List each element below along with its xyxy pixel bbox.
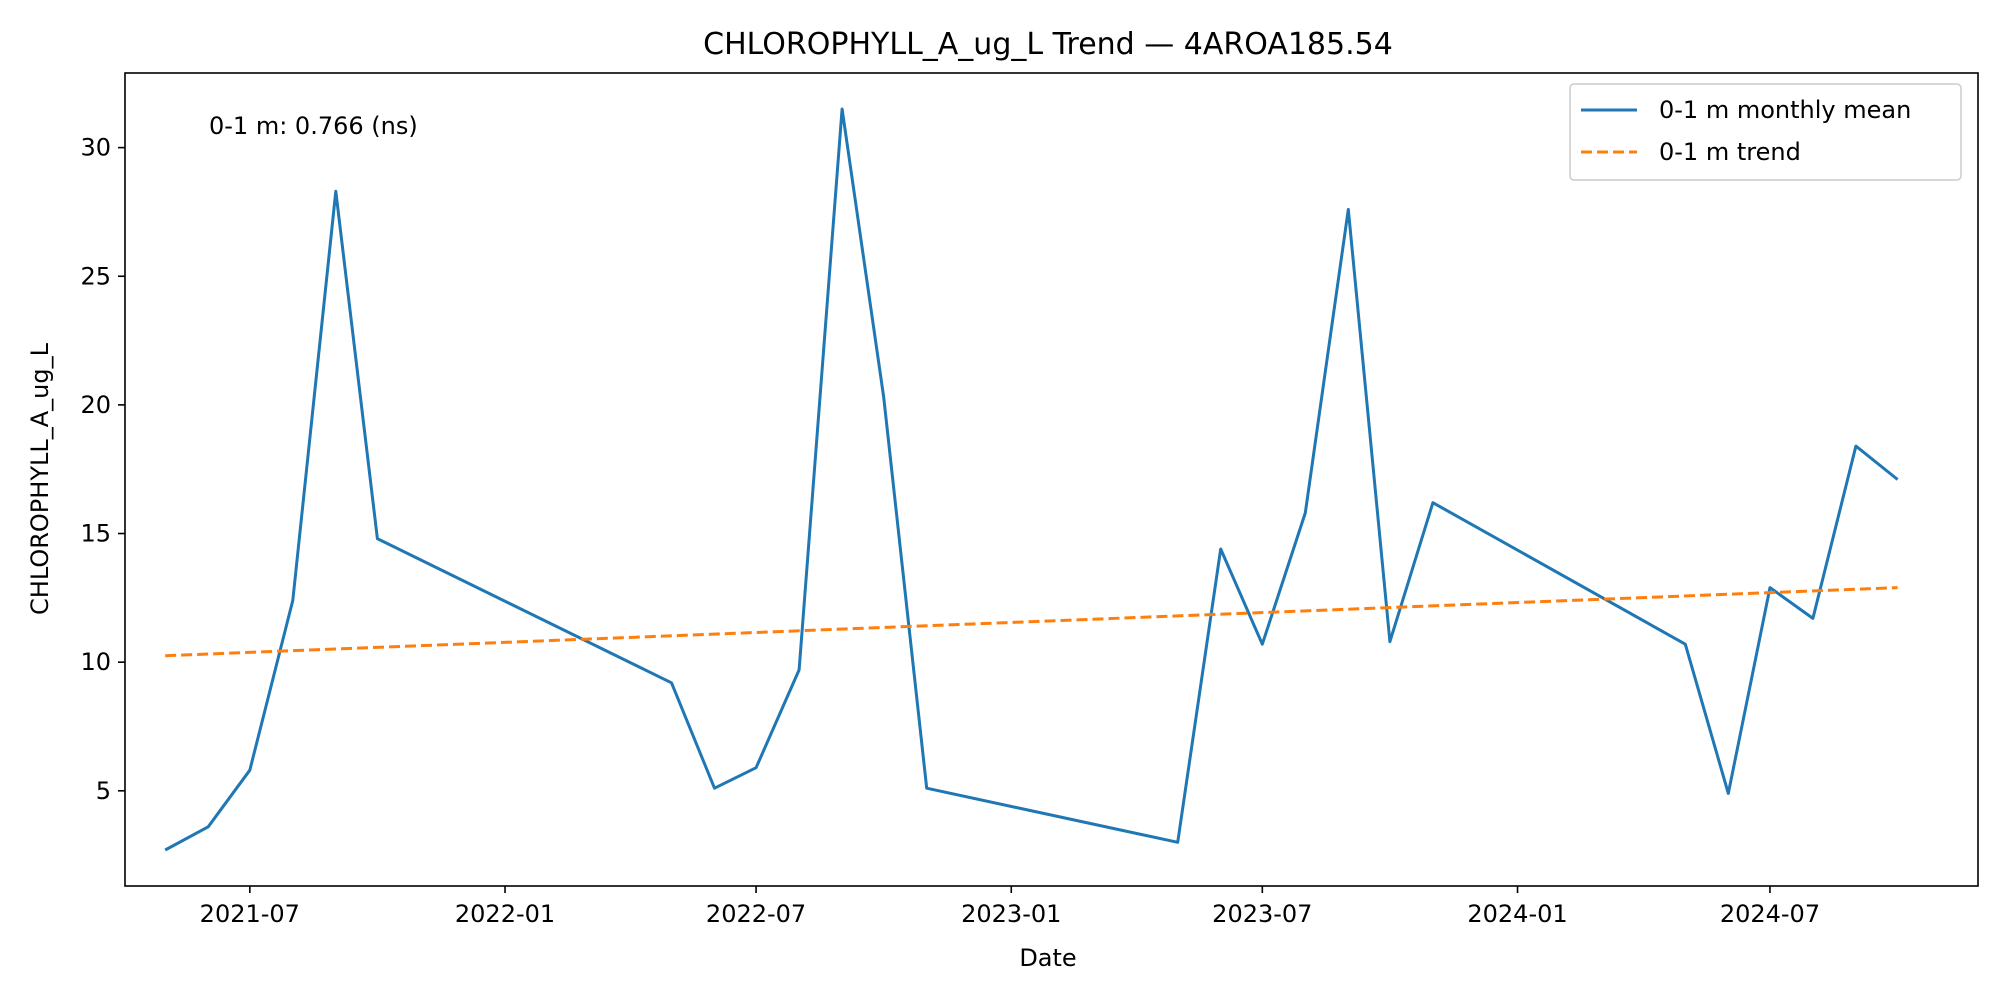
legend-label: 0-1 m monthly mean (1659, 96, 1911, 124)
legend: 0-1 m monthly mean 0-1 m trend (1569, 83, 1962, 181)
x-tick-label: 2024-07 (1720, 900, 1820, 928)
y-tick-label: 5 (96, 777, 111, 805)
legend-box (1569, 83, 1962, 181)
x-tick-label: 2022-01 (455, 900, 555, 928)
y-tick-label: 10 (80, 648, 111, 676)
trend-line (165, 586, 1898, 658)
x-tick-label: 2023-01 (961, 900, 1061, 928)
plot-frame (124, 72, 1979, 887)
x-tick-label: 2023-07 (1212, 900, 1312, 928)
monthly-mean-line (164, 107, 1899, 852)
x-tick-label: 2022-07 (706, 900, 806, 928)
plot-lines (164, 107, 1899, 852)
y-tick-label: 15 (80, 520, 111, 548)
x-axis-label: Date (1019, 944, 1076, 972)
trend-annotation: 0-1 m: 0.766 (ns) (209, 112, 418, 140)
x-tick-label: 2021-07 (200, 900, 300, 928)
y-axis-ticks: 5 10 15 20 25 30 (80, 134, 125, 805)
x-tick-label: 2024-01 (1467, 900, 1567, 928)
y-axis-label: CHLOROPHYLL_A_ug_L (26, 342, 54, 615)
legend-label: 0-1 m trend (1659, 138, 1801, 166)
y-tick-label: 20 (80, 391, 111, 419)
x-axis-ticks: 2021-07 2022-01 2022-07 2023-01 2023-07 2024-… (200, 886, 1820, 928)
chart-title: CHLOROPHYLL_A_ug_L Trend — 4AROA185.54 (703, 27, 1393, 62)
y-tick-label: 30 (80, 134, 111, 162)
y-tick-label: 25 (80, 262, 111, 290)
